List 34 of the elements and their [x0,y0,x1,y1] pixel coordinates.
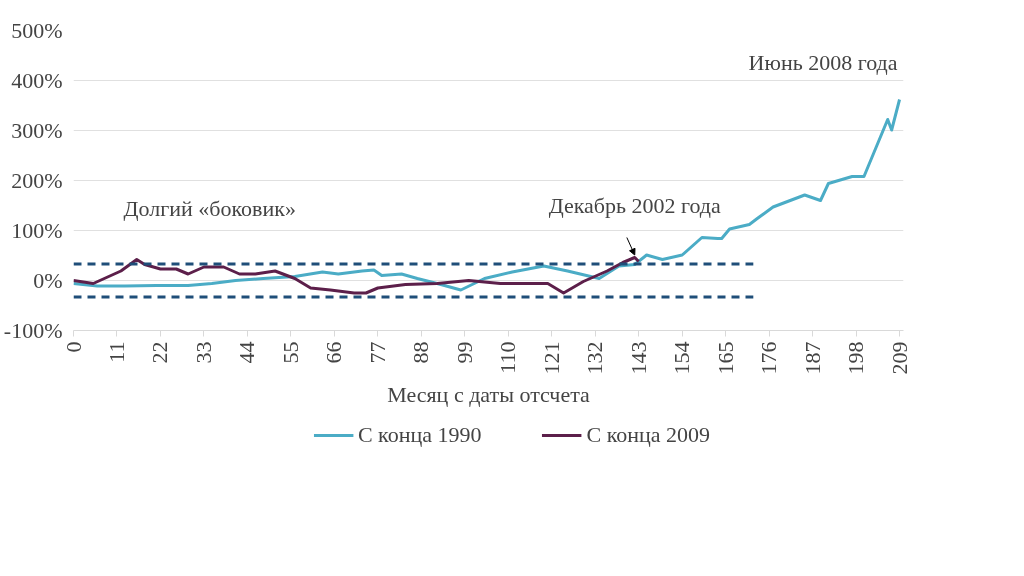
y-tick-label: 200% [11,168,63,193]
y-tick-label: 100% [11,218,63,243]
line-series [73,98,902,292]
x-tick-label: 22 [147,341,173,364]
x-tick-label: 0 [60,341,86,353]
y-tick-label: 0% [33,268,63,293]
legend-label: С конца 2009 [586,422,711,448]
x-axis-title: Месяц с даты отсчета [387,382,591,408]
annotation: Декабрь 2002 года [548,192,722,218]
x-tick-label: 132 [582,341,608,375]
x-tick-label: 198 [843,341,869,375]
y-tick-label: 500% [11,18,63,43]
x-tick-label: 143 [625,341,651,375]
x-tick-label: 77 [364,341,390,364]
legend-label: С конца 1990 [357,422,482,448]
x-tick-label: 176 [756,341,782,375]
x-tick-label: 187 [799,341,825,375]
x-tick-label: 110 [495,341,521,374]
annotation: Июнь 2008 года [748,49,898,75]
y-tick-label: -100% [3,318,63,343]
x-tick-label: 33 [190,341,216,364]
x-tick-label: 66 [321,341,347,364]
x-tick-label: 11 [103,341,129,363]
x-tick-label: 88 [408,341,434,364]
x-tick-label: 55 [277,341,303,364]
x-tick-label: 44 [234,341,260,364]
x-tick-label: 209 [886,341,912,375]
annotation: Долгий «боковик» [123,195,296,221]
x-tick-label: 121 [538,341,564,375]
y-tick-label: 400% [11,68,63,93]
x-tick-label: 165 [712,341,738,375]
x-tick-label: 99 [451,341,477,364]
x-tick-label: 154 [669,341,695,375]
y-tick-label: 300% [11,118,63,143]
